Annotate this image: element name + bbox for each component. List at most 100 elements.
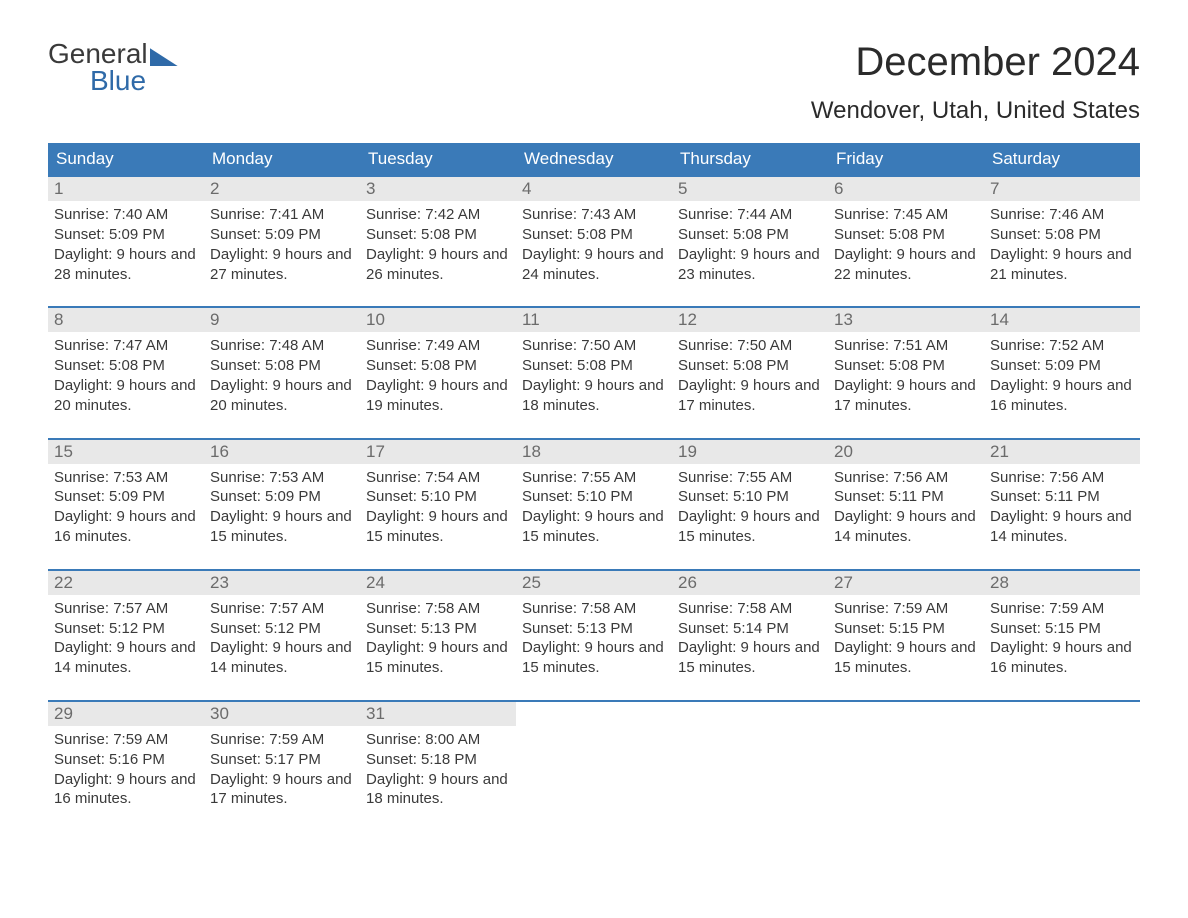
- sunrise-line: Sunrise: 7:59 AM: [990, 599, 1134, 619]
- day-details: Sunrise: 7:51 AMSunset: 5:08 PMDaylight:…: [828, 332, 984, 415]
- weekday-header: Tuesday: [360, 143, 516, 175]
- day-number: 26: [672, 571, 828, 595]
- daylight-line: Daylight: 9 hours and 17 minutes.: [834, 376, 978, 416]
- day-details: Sunrise: 7:50 AMSunset: 5:08 PMDaylight:…: [672, 332, 828, 415]
- day-number: 16: [204, 440, 360, 464]
- sunrise-line: Sunrise: 7:59 AM: [834, 599, 978, 619]
- calendar-week: 22Sunrise: 7:57 AMSunset: 5:12 PMDayligh…: [48, 569, 1140, 700]
- sunrise-line: Sunrise: 7:57 AM: [210, 599, 354, 619]
- calendar-day: 1Sunrise: 7:40 AMSunset: 5:09 PMDaylight…: [48, 177, 204, 306]
- day-number: 30: [204, 702, 360, 726]
- day-number: 12: [672, 308, 828, 332]
- daylight-line: Daylight: 9 hours and 18 minutes.: [366, 770, 510, 810]
- brand-line1: General: [48, 40, 148, 68]
- sunrise-line: Sunrise: 7:55 AM: [522, 468, 666, 488]
- sunrise-line: Sunrise: 7:56 AM: [990, 468, 1134, 488]
- day-number: 29: [48, 702, 204, 726]
- sunset-line: Sunset: 5:14 PM: [678, 619, 822, 639]
- day-number: 24: [360, 571, 516, 595]
- calendar-day: 16Sunrise: 7:53 AMSunset: 5:09 PMDayligh…: [204, 440, 360, 569]
- sunrise-line: Sunrise: 7:58 AM: [678, 599, 822, 619]
- brand-line2: Blue: [90, 68, 178, 93]
- sunrise-line: Sunrise: 7:58 AM: [366, 599, 510, 619]
- daylight-line: Daylight: 9 hours and 14 minutes.: [990, 507, 1134, 547]
- sunset-line: Sunset: 5:08 PM: [366, 225, 510, 245]
- day-details: Sunrise: 7:56 AMSunset: 5:11 PMDaylight:…: [828, 464, 984, 547]
- day-details: Sunrise: 7:54 AMSunset: 5:10 PMDaylight:…: [360, 464, 516, 547]
- day-number: 4: [516, 177, 672, 201]
- day-details: Sunrise: 7:42 AMSunset: 5:08 PMDaylight:…: [360, 201, 516, 284]
- calendar-week: 8Sunrise: 7:47 AMSunset: 5:08 PMDaylight…: [48, 306, 1140, 437]
- day-details: Sunrise: 7:59 AMSunset: 5:15 PMDaylight:…: [828, 595, 984, 678]
- sunrise-line: Sunrise: 7:47 AM: [54, 336, 198, 356]
- day-number: 23: [204, 571, 360, 595]
- day-details: Sunrise: 7:59 AMSunset: 5:16 PMDaylight:…: [48, 726, 204, 809]
- day-number: 11: [516, 308, 672, 332]
- weekday-header-row: SundayMondayTuesdayWednesdayThursdayFrid…: [48, 143, 1140, 175]
- daylight-line: Daylight: 9 hours and 16 minutes.: [990, 638, 1134, 678]
- calendar-day: 8 Sunrise: 7:47 AMSunset: 5:08 PMDaylight…: [48, 308, 204, 437]
- sunrise-line: Sunrise: 7:53 AM: [210, 468, 354, 488]
- day-number: 1: [48, 177, 204, 201]
- day-details: Sunrise: 7:45 AMSunset: 5:08 PMDaylight:…: [828, 201, 984, 284]
- daylight-line: Daylight: 9 hours and 19 minutes.: [366, 376, 510, 416]
- sunset-line: Sunset: 5:12 PM: [54, 619, 198, 639]
- daylight-line: Daylight: 9 hours and 16 minutes.: [990, 376, 1134, 416]
- sunrise-line: Sunrise: 7:54 AM: [366, 468, 510, 488]
- day-details: Sunrise: 7:56 AMSunset: 5:11 PMDaylight:…: [984, 464, 1140, 547]
- daylight-line: Daylight: 9 hours and 23 minutes.: [678, 245, 822, 285]
- calendar-day: 27Sunrise: 7:59 AMSunset: 5:15 PMDayligh…: [828, 571, 984, 700]
- sunrise-line: Sunrise: 7:48 AM: [210, 336, 354, 356]
- day-number: 31: [360, 702, 516, 726]
- daylight-line: Daylight: 9 hours and 20 minutes.: [54, 376, 198, 416]
- daylight-line: Daylight: 9 hours and 28 minutes.: [54, 245, 198, 285]
- day-details: Sunrise: 7:59 AMSunset: 5:15 PMDaylight:…: [984, 595, 1140, 678]
- day-number: 19: [672, 440, 828, 464]
- calendar-day: 12Sunrise: 7:50 AMSunset: 5:08 PMDayligh…: [672, 308, 828, 437]
- daylight-line: Daylight: 9 hours and 14 minutes.: [54, 638, 198, 678]
- sunset-line: Sunset: 5:09 PM: [54, 225, 198, 245]
- daylight-line: Daylight: 9 hours and 21 minutes.: [990, 245, 1134, 285]
- calendar-week: 1Sunrise: 7:40 AMSunset: 5:09 PMDaylight…: [48, 175, 1140, 306]
- calendar-day: 17Sunrise: 7:54 AMSunset: 5:10 PMDayligh…: [360, 440, 516, 569]
- sunset-line: Sunset: 5:11 PM: [990, 487, 1134, 507]
- day-number: 25: [516, 571, 672, 595]
- daylight-line: Daylight: 9 hours and 17 minutes.: [210, 770, 354, 810]
- day-number: 10: [360, 308, 516, 332]
- daylight-line: Daylight: 9 hours and 18 minutes.: [522, 376, 666, 416]
- day-details: Sunrise: 7:53 AMSunset: 5:09 PMDaylight:…: [48, 464, 204, 547]
- calendar-day: 10Sunrise: 7:49 AMSunset: 5:08 PMDayligh…: [360, 308, 516, 437]
- sunset-line: Sunset: 5:08 PM: [54, 356, 198, 376]
- day-number: 8: [48, 308, 204, 332]
- calendar-day: 25Sunrise: 7:58 AMSunset: 5:13 PMDayligh…: [516, 571, 672, 700]
- daylight-line: Daylight: 9 hours and 15 minutes.: [678, 638, 822, 678]
- calendar-day: [984, 702, 1140, 831]
- page-title: December 2024: [855, 40, 1140, 85]
- sunrise-line: Sunrise: 7:59 AM: [210, 730, 354, 750]
- sunrise-line: Sunrise: 7:53 AM: [54, 468, 198, 488]
- sunset-line: Sunset: 5:17 PM: [210, 750, 354, 770]
- calendar-week: 29Sunrise: 7:59 AMSunset: 5:16 PMDayligh…: [48, 700, 1140, 831]
- day-number: 27: [828, 571, 984, 595]
- sunset-line: Sunset: 5:08 PM: [210, 356, 354, 376]
- sunset-line: Sunset: 5:16 PM: [54, 750, 198, 770]
- day-number: 21: [984, 440, 1140, 464]
- day-details: Sunrise: 7:46 AMSunset: 5:08 PMDaylight:…: [984, 201, 1140, 284]
- day-number: 13: [828, 308, 984, 332]
- sunset-line: Sunset: 5:08 PM: [834, 356, 978, 376]
- calendar-day: 20Sunrise: 7:56 AMSunset: 5:11 PMDayligh…: [828, 440, 984, 569]
- calendar-day: 3Sunrise: 7:42 AMSunset: 5:08 PMDaylight…: [360, 177, 516, 306]
- sunrise-line: Sunrise: 7:43 AM: [522, 205, 666, 225]
- weekday-header: Thursday: [672, 143, 828, 175]
- daylight-line: Daylight: 9 hours and 22 minutes.: [834, 245, 978, 285]
- sunset-line: Sunset: 5:12 PM: [210, 619, 354, 639]
- day-number: 5: [672, 177, 828, 201]
- calendar-day: 28Sunrise: 7:59 AMSunset: 5:15 PMDayligh…: [984, 571, 1140, 700]
- sunset-line: Sunset: 5:10 PM: [678, 487, 822, 507]
- calendar-day: 9Sunrise: 7:48 AMSunset: 5:08 PMDaylight…: [204, 308, 360, 437]
- day-details: Sunrise: 7:50 AMSunset: 5:08 PMDaylight:…: [516, 332, 672, 415]
- calendar-day: 30 Sunrise: 7:59 AMSunset: 5:17 PMDayligh…: [204, 702, 360, 831]
- sunrise-line: Sunrise: 8:00 AM: [366, 730, 510, 750]
- calendar-day: 26 Sunrise: 7:58 AMSunset: 5:14 PMDayligh…: [672, 571, 828, 700]
- calendar-day: 2Sunrise: 7:41 AMSunset: 5:09 PMDaylight…: [204, 177, 360, 306]
